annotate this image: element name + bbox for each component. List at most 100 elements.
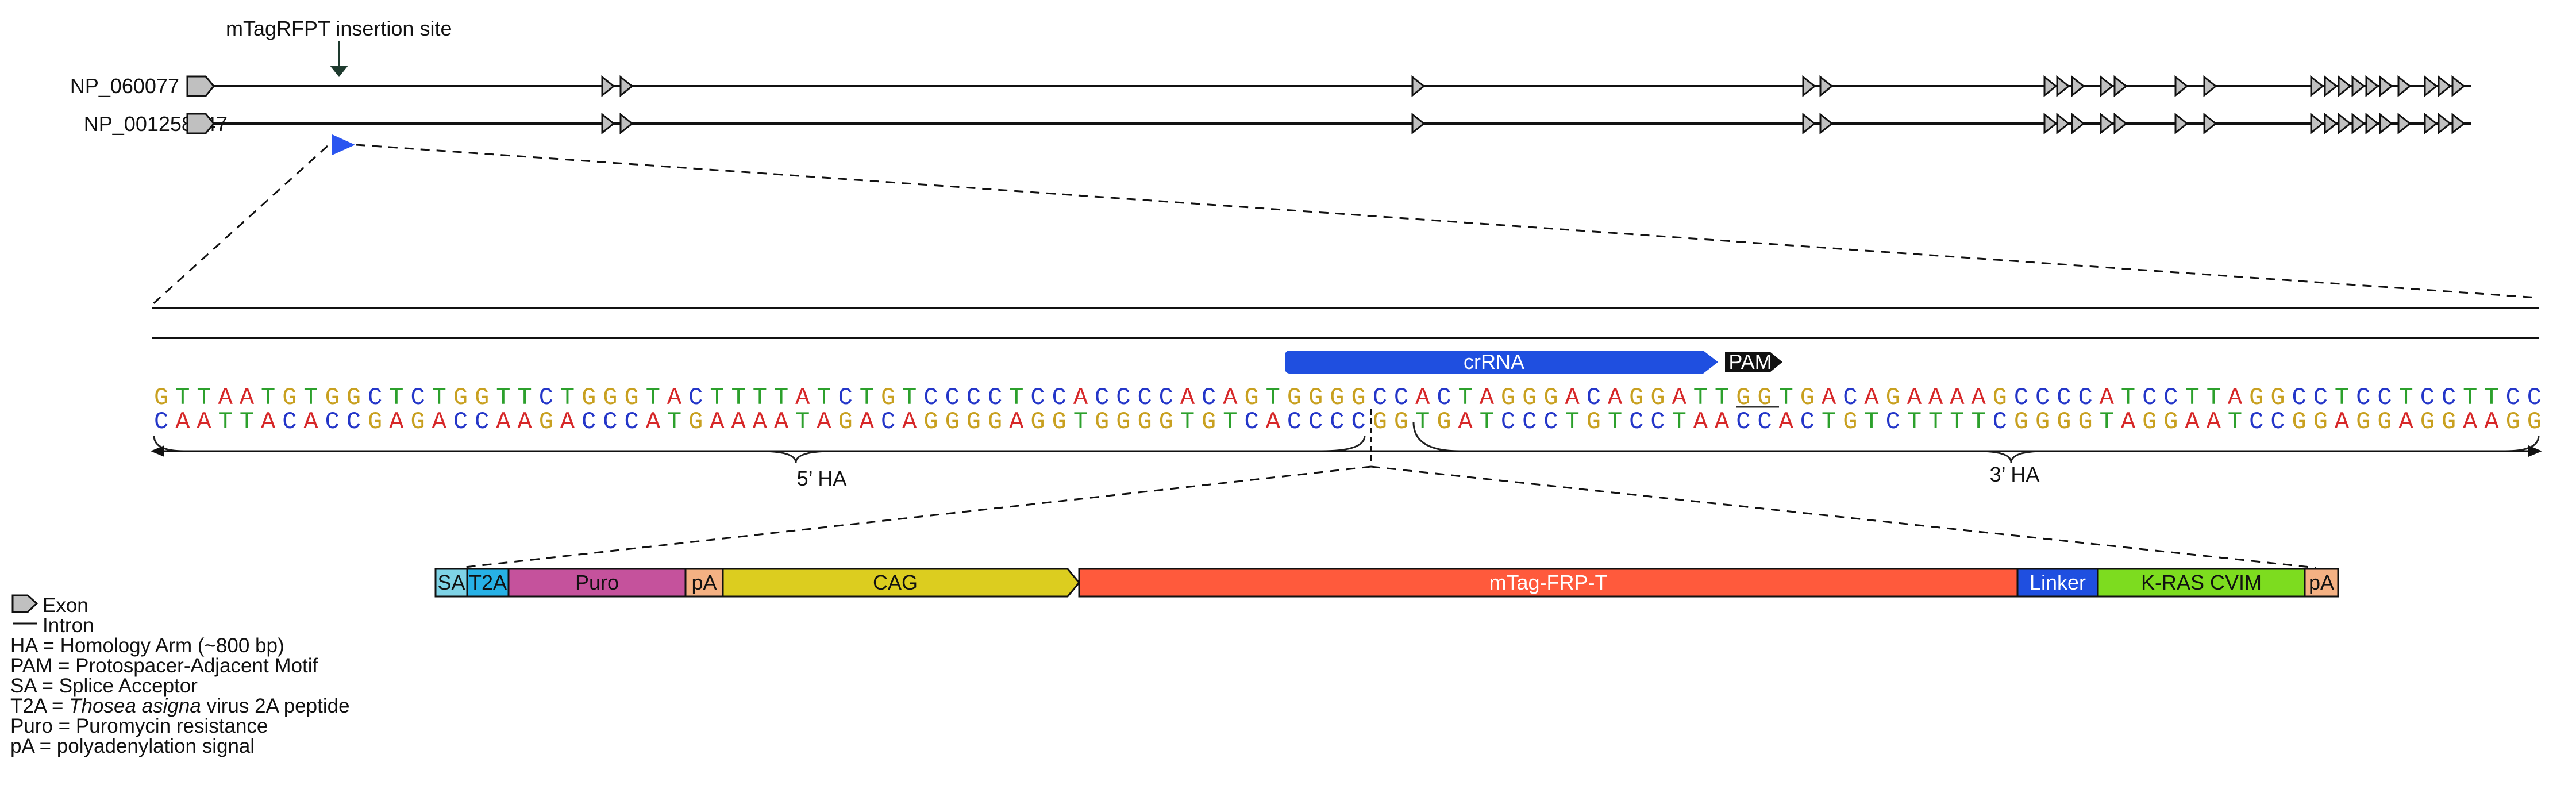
nucleotide: G bbox=[2014, 408, 2028, 436]
nucleotide: C bbox=[2527, 384, 2542, 411]
cassette-zoom-left bbox=[459, 465, 1372, 569]
exon-triangle bbox=[2203, 75, 2217, 98]
nucleotide: G bbox=[1394, 408, 1408, 436]
exon-triangle bbox=[2071, 112, 2085, 135]
pam-label: PAM bbox=[1728, 350, 1772, 374]
nucleotide: C bbox=[603, 408, 617, 436]
nucleotide: A bbox=[1715, 408, 1730, 436]
nucleotide: T bbox=[1907, 408, 1922, 436]
nucleotide: T bbox=[261, 384, 275, 411]
nucleotide: C bbox=[1202, 384, 1216, 411]
nucleotide: C bbox=[1394, 384, 1408, 411]
cassette-segment bbox=[722, 568, 1080, 598]
nucleotide: A bbox=[1672, 384, 1687, 411]
nucleotide: C bbox=[1993, 408, 2007, 436]
nucleotide: C bbox=[625, 408, 639, 436]
nucleotide: A bbox=[731, 408, 746, 436]
nucleotide: C bbox=[2078, 384, 2092, 411]
nucleotide: C bbox=[945, 384, 960, 411]
nucleotide: T bbox=[1223, 408, 1237, 436]
nucleotide: A bbox=[1458, 408, 1473, 436]
nucleotide: T bbox=[1928, 408, 1943, 436]
exon-triangle bbox=[1411, 75, 1426, 98]
nucleotide: C bbox=[688, 384, 703, 411]
nucleotide: C bbox=[988, 384, 1002, 411]
exons-row-2 bbox=[601, 112, 2466, 135]
nucleotide: C bbox=[346, 408, 361, 436]
nucleotide: G bbox=[2057, 408, 2071, 436]
exon-triangle bbox=[2379, 112, 2393, 135]
exon-triangle bbox=[619, 112, 634, 135]
legend-item: PAM = Protospacer-Adjacent Motif bbox=[10, 655, 318, 677]
cassette-segment bbox=[507, 568, 687, 598]
nucleotide: G bbox=[1629, 384, 1643, 411]
insertion-arrow-head bbox=[330, 66, 348, 77]
ha-arrow-left bbox=[151, 445, 164, 457]
exon-triangle bbox=[2043, 75, 2058, 98]
nucleotide: G bbox=[1095, 408, 1109, 436]
nucleotide: C bbox=[1244, 408, 1258, 436]
nucleotide: G bbox=[1308, 384, 1323, 411]
nucleotide: T bbox=[2207, 384, 2221, 411]
nucleotide: A bbox=[1928, 384, 1943, 411]
nucleotide: G bbox=[154, 384, 168, 411]
nucleotide: G bbox=[2313, 408, 2328, 436]
nucleotide: C bbox=[1030, 384, 1045, 411]
nucleotide: A bbox=[1180, 384, 1195, 411]
cassette-segment-label: SA bbox=[437, 571, 465, 594]
nucleotide: T bbox=[2228, 408, 2242, 436]
exon-icon bbox=[10, 594, 43, 617]
exon-triangle bbox=[2310, 75, 2324, 98]
exon-triangle bbox=[1819, 112, 1834, 135]
nucleotide: T bbox=[389, 384, 403, 411]
nucleotide: T bbox=[303, 384, 318, 411]
nucleotide: C bbox=[1886, 408, 1900, 436]
legend-intron: Intron bbox=[10, 615, 350, 636]
nucleotide: C bbox=[1543, 408, 1558, 436]
nucleotide: C bbox=[282, 408, 297, 436]
nucleotide: G bbox=[539, 408, 553, 436]
nucleotide: A bbox=[2335, 408, 2350, 436]
exon-triangle bbox=[2056, 75, 2070, 98]
nucleotide: G bbox=[325, 384, 340, 411]
exon-triangle bbox=[601, 112, 615, 135]
nucleotide: G bbox=[1843, 408, 1857, 436]
exon-triangle bbox=[2310, 112, 2324, 135]
t2a-prefix: T2A = bbox=[10, 695, 70, 717]
nucleotide: T bbox=[646, 384, 660, 411]
nucleotide: C bbox=[1522, 408, 1537, 436]
nucleotide: A bbox=[1565, 384, 1580, 411]
nucleotide: C bbox=[2035, 384, 2050, 411]
cassette-segment-label: mTag-FRP-T bbox=[1489, 571, 1608, 594]
nucleotide: A bbox=[2228, 384, 2243, 411]
exon-triangle bbox=[2043, 112, 2058, 135]
nucleotide: A bbox=[2484, 408, 2499, 436]
nucleotide: G bbox=[1244, 384, 1258, 411]
legend-intron-label: Intron bbox=[43, 614, 94, 637]
exon-triangle bbox=[1802, 112, 1816, 135]
nucleotide: C bbox=[154, 408, 168, 436]
nucleotide: C bbox=[1330, 408, 1344, 436]
t2a-italic: Thosea asigna bbox=[69, 695, 201, 717]
nucleotide: G bbox=[2377, 408, 2392, 436]
insertion-site-label: mTagRFPT insertion site bbox=[226, 17, 452, 40]
nucleotide: T bbox=[1779, 384, 1793, 411]
nucleotide: A bbox=[1971, 384, 1986, 411]
nucleotide: G bbox=[838, 408, 853, 436]
nucleotide: G bbox=[453, 384, 468, 411]
nucleotide: G bbox=[1373, 408, 1387, 436]
nucleotide: T bbox=[1672, 408, 1686, 436]
nucleotide: G bbox=[1650, 384, 1665, 411]
nucleotide: G bbox=[881, 384, 895, 411]
nucleotide: A bbox=[1693, 408, 1708, 436]
nucleotide: C bbox=[2249, 408, 2263, 436]
nucleotide: A bbox=[753, 408, 768, 436]
exon-triangle bbox=[2338, 112, 2352, 135]
nucleotide: T bbox=[795, 408, 810, 436]
cassette-segment bbox=[2097, 568, 2306, 598]
legend-item: Puro = Puromycin resistance bbox=[10, 715, 268, 737]
exon-triangle bbox=[2351, 75, 2366, 98]
nucleotide: T bbox=[2463, 384, 2477, 411]
exon-triangle bbox=[2424, 112, 2438, 135]
nucleotide: T bbox=[753, 384, 767, 411]
